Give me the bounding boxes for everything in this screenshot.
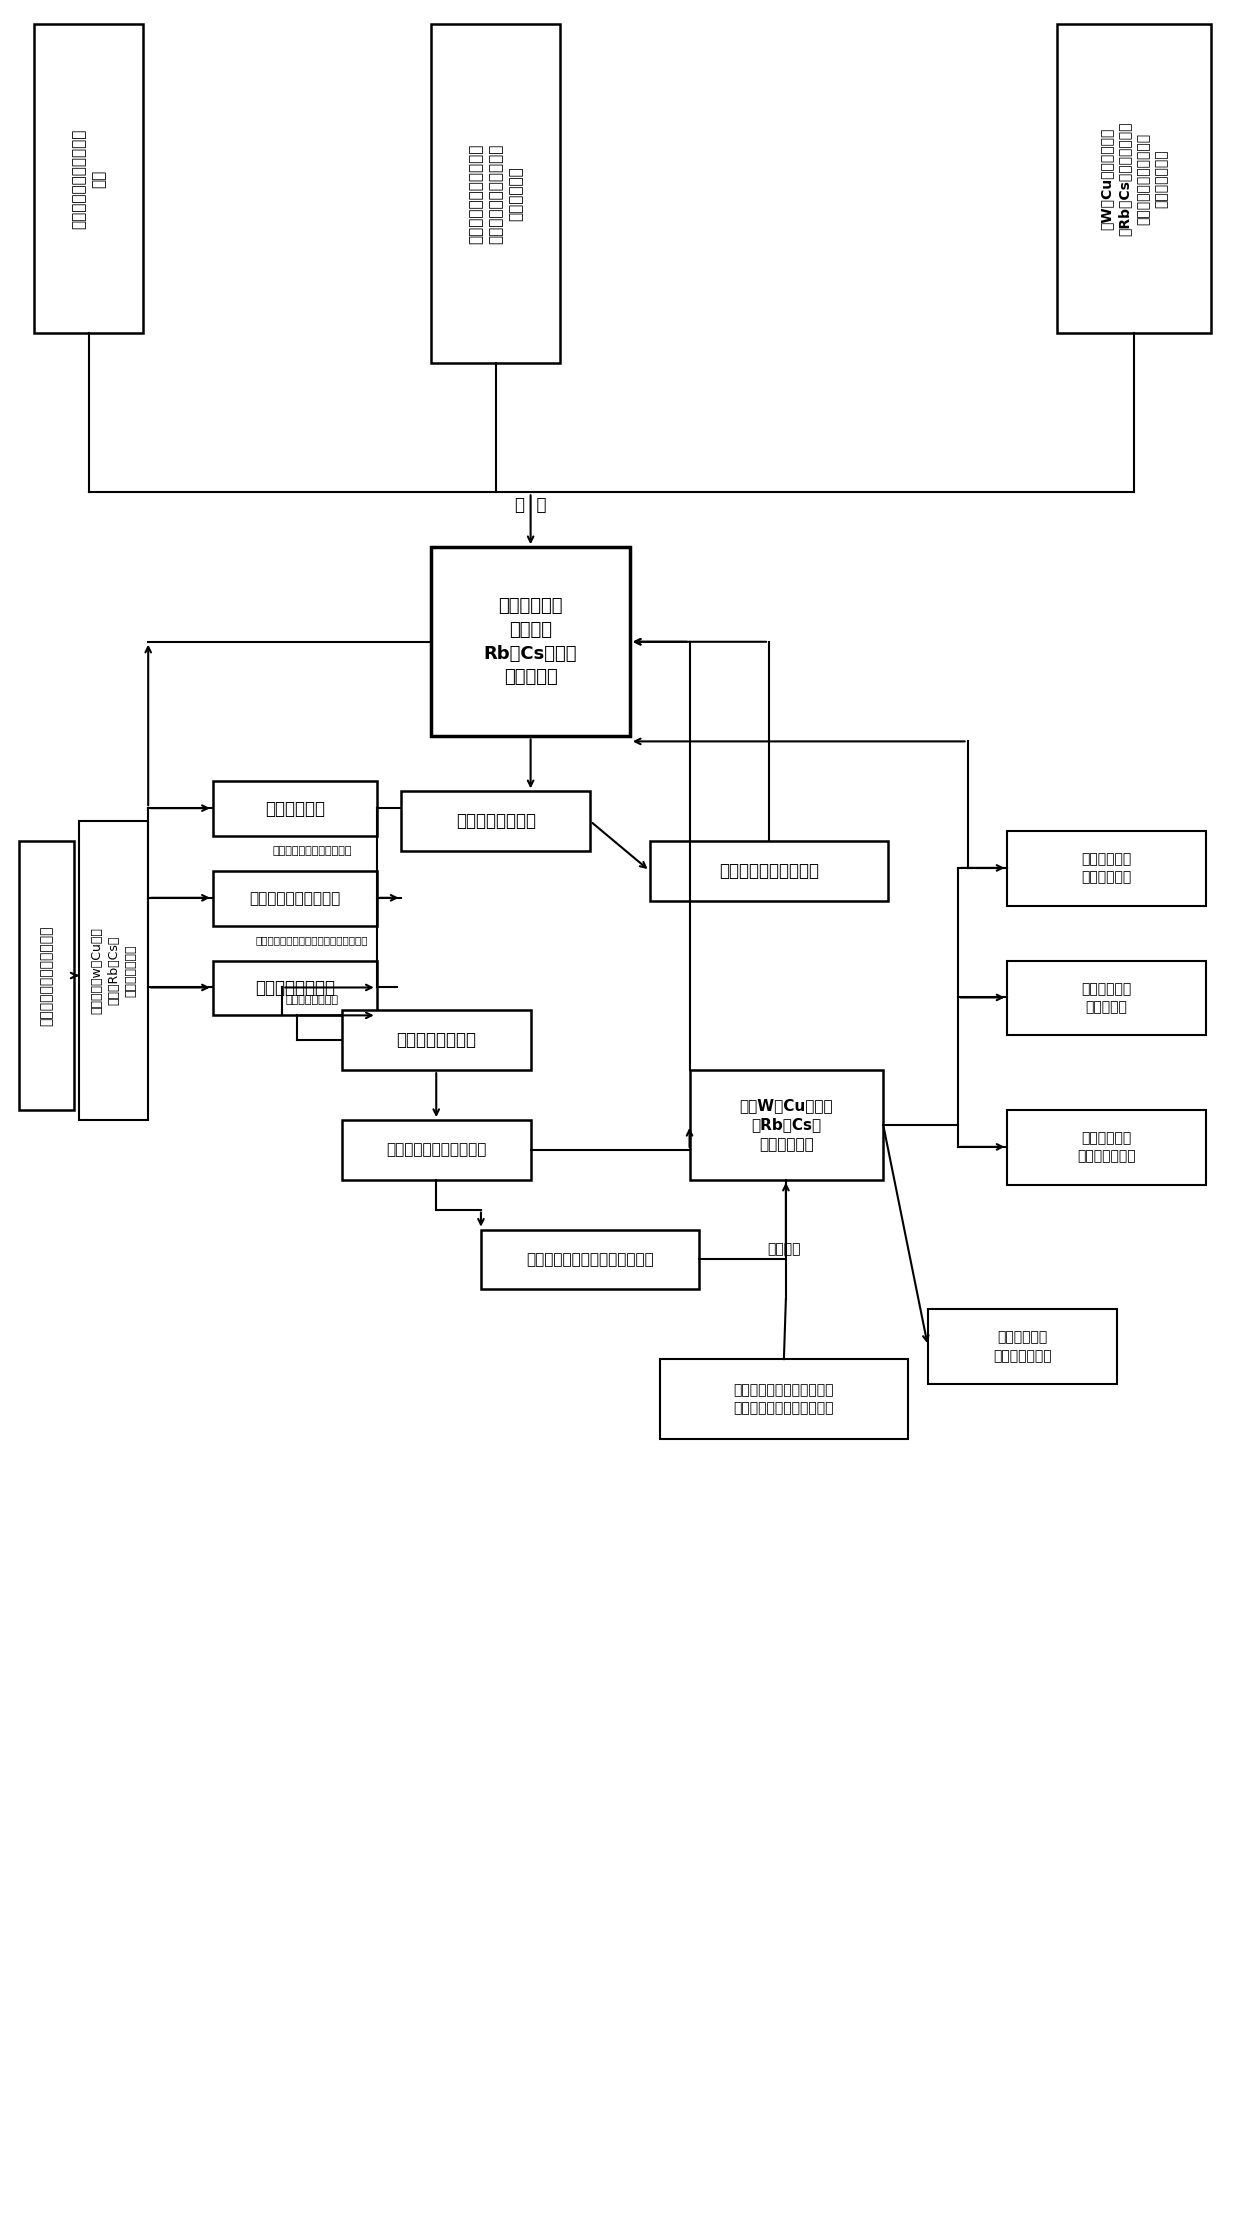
Text: 构造岩相学填察及立体填图: 构造岩相学填察及立体填图 bbox=[40, 925, 53, 1026]
Text: 与W、Cu等主矿产共生
的Rb、Cs等元素成矿成因
机制、矿床成因及地球化
学生态效应分析: 与W、Cu等主矿产共生 的Rb、Cs等元素成矿成因 机制、矿床成因及地球化 学生… bbox=[1100, 120, 1168, 236]
Bar bbox=[689, 1070, 883, 1180]
Text: 矿物特征及各
项地球化学参数: 矿物特征及各 项地球化学参数 bbox=[993, 1331, 1052, 1363]
Bar bbox=[213, 872, 377, 925]
Bar bbox=[432, 25, 560, 363]
Bar bbox=[928, 1309, 1117, 1385]
Bar bbox=[481, 1229, 699, 1289]
Bar bbox=[650, 841, 888, 901]
Text: 矿物特征及各
项地球化学参数: 矿物特征及各 项地球化学参数 bbox=[1078, 1131, 1136, 1164]
Text: 矿山生产采矿方案、配矿
方案和选矿回收工艺流程
确定研究应用: 矿山生产采矿方案、配矿 方案和选矿回收工艺流程 确定研究应用 bbox=[469, 143, 523, 243]
Bar bbox=[342, 1119, 531, 1180]
Text: 共、伴生组份
元素赋存状态: 共、伴生组份 元素赋存状态 bbox=[1081, 852, 1132, 885]
Bar bbox=[1007, 1111, 1207, 1184]
Bar bbox=[1007, 961, 1207, 1035]
Text: 多期次造成有利构造岩相体: 多期次造成有利构造岩相体 bbox=[273, 845, 352, 856]
Bar bbox=[78, 821, 149, 1119]
Bar bbox=[402, 792, 590, 852]
Bar bbox=[1056, 25, 1211, 332]
Text: 基础研究: 基础研究 bbox=[768, 1242, 801, 1255]
Bar bbox=[33, 25, 144, 332]
Text: 主工业组份元素异常圈定: 主工业组份元素异常圈定 bbox=[386, 1142, 486, 1157]
Text: 含矿相体、矿体、矿化体、
地球化学遥拓扑学岩相特征: 含矿相体、矿体、矿化体、 地球化学遥拓扑学岩相特征 bbox=[734, 1383, 835, 1416]
Text: 主（W、Cu）共伴
（Rb、Cs）
合矿相体确定: 主（W、Cu）共伴 （Rb、Cs） 合矿相体确定 bbox=[739, 1097, 833, 1153]
Text: 侵入岩体接触过渡相带: 侵入岩体接触过渡相带 bbox=[249, 890, 340, 905]
Text: 矿产勘查经济评价及找矿
预测: 矿产勘查经济评价及找矿 预测 bbox=[71, 129, 105, 230]
Bar bbox=[213, 961, 377, 1015]
Text: 主工业组份元
素赋存状态: 主工业组份元 素赋存状态 bbox=[1081, 981, 1132, 1015]
Text: 地球化学岩相类型划分: 地球化学岩相类型划分 bbox=[719, 863, 818, 881]
Text: 工程地球化学勘探: 工程地球化学勘探 bbox=[397, 1030, 476, 1050]
Text: 共、伴生工业组份元素异常圈定: 共、伴生工业组份元素异常圈定 bbox=[526, 1251, 653, 1267]
Text: 矿石工艺系统研究: 矿石工艺系统研究 bbox=[285, 995, 339, 1006]
Text: 多期次岩浆侵位与成矿流体叠加形成矿床: 多期次岩浆侵位与成矿流体叠加形成矿床 bbox=[255, 937, 368, 946]
Bar bbox=[432, 546, 630, 736]
Text: 主矿种（如w、Cu等）
共伴生Rb、Cs等
有利构造岩相体: 主矿种（如w、Cu等） 共伴生Rb、Cs等 有利构造岩相体 bbox=[91, 928, 136, 1015]
Text: 侵入岩体外带: 侵入岩体外带 bbox=[264, 801, 325, 818]
Bar bbox=[342, 1010, 531, 1070]
Text: 应  用: 应 用 bbox=[515, 497, 547, 515]
Bar bbox=[213, 780, 377, 836]
Text: 岩相地球化学研究: 岩相地球化学研究 bbox=[456, 812, 536, 830]
Text: 与主工业组份
共伴生的
Rb、Cs等元素
赋存的特征: 与主工业组份 共伴生的 Rb、Cs等元素 赋存的特征 bbox=[484, 598, 578, 687]
Bar bbox=[1007, 832, 1207, 905]
Bar bbox=[19, 841, 73, 1111]
Bar bbox=[660, 1358, 908, 1438]
Text: 侵入岩体内部相带: 侵入岩体内部相带 bbox=[254, 979, 335, 997]
